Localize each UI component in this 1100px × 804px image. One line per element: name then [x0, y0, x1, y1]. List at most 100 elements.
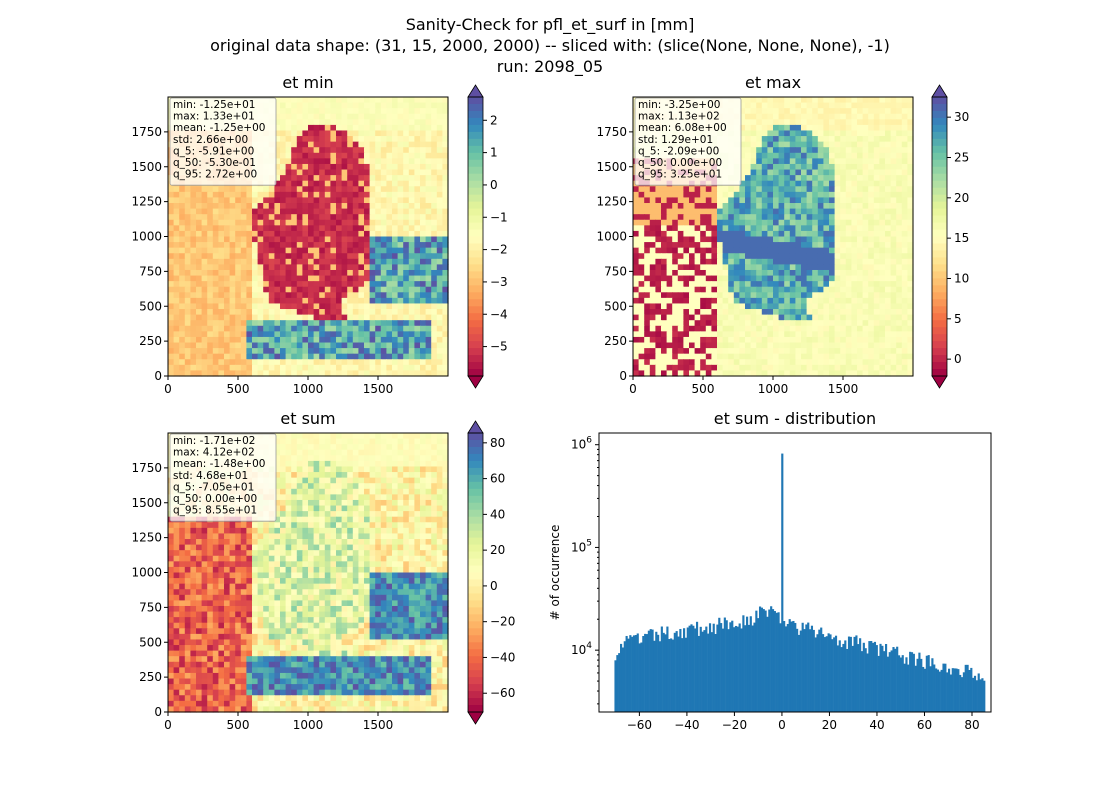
heatmap-cell [678, 281, 684, 287]
heatmap-cell [700, 259, 706, 265]
heatmap-cell [342, 147, 348, 153]
heatmap-cell [364, 186, 370, 192]
heatmap-cell [280, 136, 286, 142]
heatmap-cell [241, 225, 247, 231]
heatmap-cell [370, 209, 376, 215]
heatmap-cell [336, 97, 342, 103]
heatmap-cell [353, 292, 359, 298]
heatmap-cell [370, 348, 376, 354]
heatmap-cell [790, 203, 796, 209]
heatmap-cell [286, 298, 292, 304]
heatmap-cell [185, 320, 191, 326]
heatmap-cell [689, 237, 695, 243]
heatmap-cell [790, 164, 796, 170]
heatmap-cell [431, 359, 437, 365]
heatmap-cell [644, 192, 650, 198]
heatmap-cell [213, 242, 219, 248]
heatmap-cell [325, 209, 331, 215]
heatmap-cell [751, 192, 757, 198]
heatmap-cell [823, 203, 829, 209]
heatmap-cell [302, 354, 308, 360]
heatmap-cell [723, 253, 729, 259]
heatmap-cell [846, 253, 852, 259]
heatmap-cell [795, 276, 801, 282]
heatmap-cell [280, 287, 286, 293]
heatmap-cell [230, 203, 236, 209]
heatmap-cell [835, 337, 841, 343]
heatmap-cell [896, 119, 902, 125]
heatmap-cell [342, 354, 348, 360]
heatmap-cell [902, 354, 908, 360]
heatmap-cell [672, 253, 678, 259]
heatmap-cell [734, 186, 740, 192]
heatmap-cell [717, 264, 723, 270]
heatmap-cell [263, 270, 269, 276]
heatmap-cell [291, 343, 297, 349]
heatmap-cell [751, 130, 757, 136]
heatmap-cell [784, 326, 790, 332]
heatmap-cell [678, 309, 684, 315]
heatmap-cell [689, 276, 695, 282]
heatmap-cell [728, 337, 734, 343]
heatmap-cell [672, 326, 678, 332]
colorbar-tick-label: 1 [490, 146, 498, 160]
heatmap-cell [218, 242, 224, 248]
heatmap-cell [857, 331, 863, 337]
heatmap-cell [358, 130, 364, 136]
heatmap-cell [370, 281, 376, 287]
heatmap-cell [325, 108, 331, 114]
heatmap-cell [902, 225, 908, 231]
heatmap-cell [812, 142, 818, 148]
heatmap-cell [381, 287, 387, 293]
heatmap-cell [308, 125, 314, 131]
heatmap-cell [818, 119, 824, 125]
heatmap-cell [202, 209, 208, 215]
heatmap-cell [330, 242, 336, 248]
heatmap-cell [790, 186, 796, 192]
heatmap-cell [706, 203, 712, 209]
heatmap-cell [767, 225, 773, 231]
heatmap-cell [857, 264, 863, 270]
x-tick-label: 500 [227, 382, 250, 396]
heatmap-cell [823, 343, 829, 349]
heatmap-cell [409, 348, 415, 354]
heatmap-cell [190, 237, 196, 243]
heatmap-cell [896, 287, 902, 293]
heatmap-cell [723, 276, 729, 282]
heatmap-cell [358, 242, 364, 248]
heatmap-cell [885, 97, 891, 103]
heatmap-cell [874, 170, 880, 176]
heatmap-cell [751, 119, 757, 125]
heatmap-cell [263, 348, 269, 354]
heatmap-cell [398, 142, 404, 148]
heatmap-cell [224, 292, 230, 298]
heatmap-cell [409, 343, 415, 349]
heatmap-cell [386, 220, 392, 226]
heatmap-cell [414, 170, 420, 176]
heatmap-cell [426, 214, 432, 220]
heatmap-cell [818, 303, 824, 309]
heatmap-cell [414, 186, 420, 192]
heatmap-cell [812, 158, 818, 164]
heatmap-cell [756, 315, 762, 321]
heatmap-cell [286, 281, 292, 287]
heatmap-cell [790, 270, 796, 276]
heatmap-cell [795, 315, 801, 321]
heatmap-cell [336, 259, 342, 265]
heatmap-cell [751, 175, 757, 181]
heatmap-cell [314, 130, 320, 136]
heatmap-cell [213, 197, 219, 203]
heatmap-cell [190, 276, 196, 282]
heatmap-cell [868, 259, 874, 265]
heatmap-cell [364, 175, 370, 181]
heatmap-cell [812, 320, 818, 326]
heatmap-cell [829, 343, 835, 349]
heatmap-cell [857, 153, 863, 159]
heatmap-cell [426, 359, 432, 365]
heatmap-cell [364, 315, 370, 321]
colorbar-step [468, 369, 483, 377]
heatmap-cell [258, 326, 264, 332]
heatmap-cell [689, 343, 695, 349]
heatmap-cell [840, 181, 846, 187]
heatmap-cell [325, 237, 331, 243]
